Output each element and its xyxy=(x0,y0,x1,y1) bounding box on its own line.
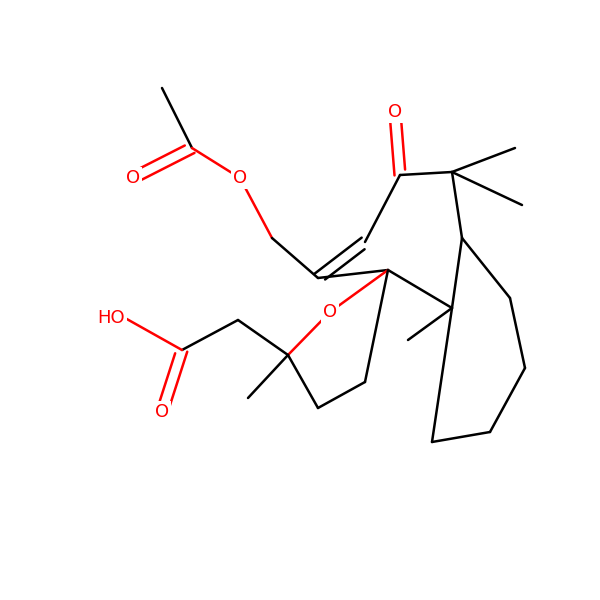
Text: O: O xyxy=(388,103,402,121)
Text: HO: HO xyxy=(97,309,125,327)
Text: O: O xyxy=(126,169,140,187)
Text: O: O xyxy=(155,403,169,421)
Text: O: O xyxy=(323,303,337,321)
Text: O: O xyxy=(233,169,247,187)
